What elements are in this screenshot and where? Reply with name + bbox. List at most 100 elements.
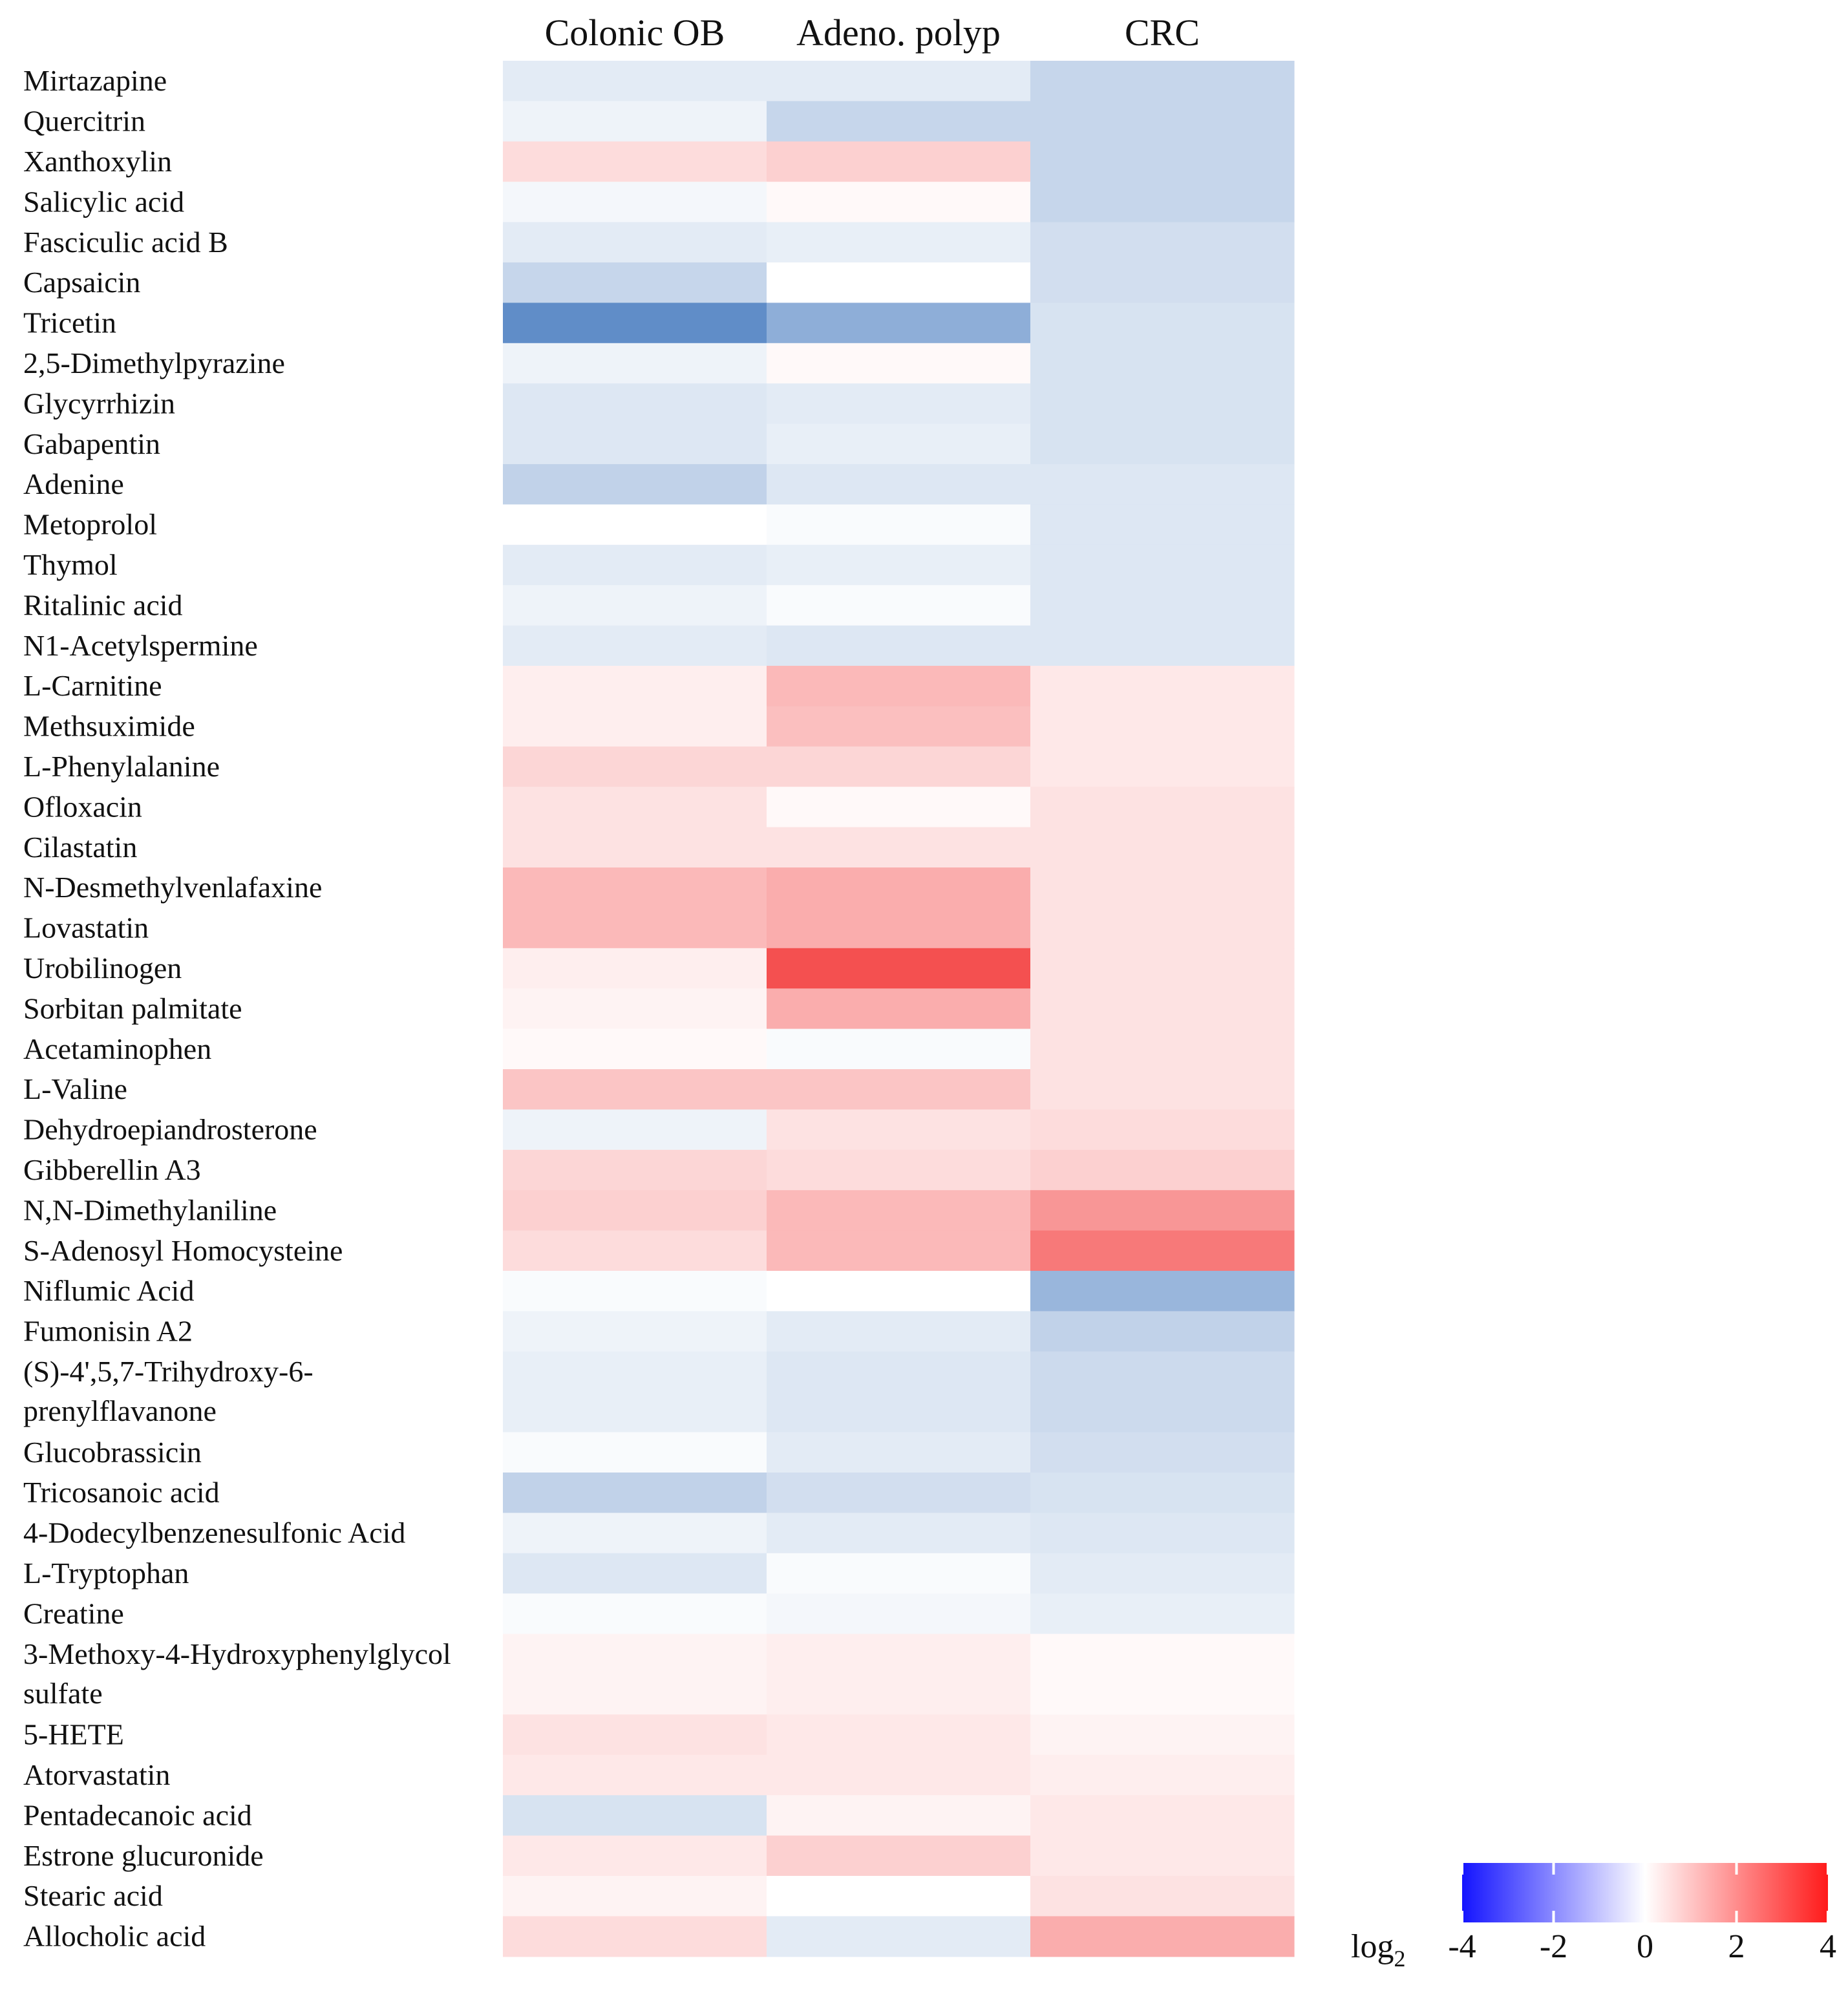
heatmap-cell: [503, 1190, 767, 1231]
heatmap-cell: [1030, 908, 1295, 949]
heatmap-cell: [1030, 787, 1295, 828]
heatmap-cell: [1030, 1069, 1295, 1110]
heatmap-cell: [1030, 1230, 1295, 1271]
heatmap-cell: [1030, 625, 1295, 666]
heatmap-cell: [767, 1149, 1031, 1191]
heatmap-cell: [503, 1069, 767, 1110]
heatmap-cell: [767, 625, 1031, 666]
heatmap-cell: [503, 1109, 767, 1151]
heatmap-cell: [503, 61, 767, 101]
row-label: Dehydroepiandrosterone: [23, 1113, 317, 1146]
heatmap-cell: [767, 262, 1031, 303]
row-label: Glucobrassicin: [23, 1436, 202, 1469]
heatmap-cell: [767, 1311, 1031, 1352]
row-label: Metoprolol: [23, 508, 157, 541]
row-label: Niflumic Acid: [23, 1274, 194, 1307]
heatmap-cell: [767, 101, 1031, 142]
row-label-line: Cilastatin: [23, 831, 137, 864]
row-label-line: Fumonisin A2: [23, 1315, 193, 1348]
heatmap-cell: [767, 585, 1031, 626]
heatmap-cell: [503, 1754, 767, 1796]
heatmap-cell: [767, 343, 1031, 384]
heatmap-cell: [503, 182, 767, 223]
heatmap-cell: [767, 222, 1031, 263]
heatmap-cells: [503, 61, 1295, 1957]
row-label-line: Atorvastatin: [23, 1758, 170, 1791]
heatmap-cell: [503, 423, 767, 465]
row-label-line: Estrone glucuronide: [23, 1839, 264, 1872]
heatmap-cell: [1030, 1351, 1295, 1433]
row-label-line: Xanthoxylin: [23, 145, 172, 178]
heatmap-cell: [503, 948, 767, 989]
heatmap-cell: [1030, 464, 1295, 505]
heatmap-cell: [1030, 1271, 1295, 1312]
row-label: Thymol: [23, 548, 118, 581]
heatmap-cell: [503, 1553, 767, 1594]
row-label: Methsuximide: [23, 710, 195, 743]
heatmap-cell: [1030, 867, 1295, 908]
row-label-line: Tricetin: [23, 306, 116, 339]
heatmap-cell: [1030, 746, 1295, 787]
heatmap-cell: [1030, 343, 1295, 384]
heatmap-cell: [1030, 1916, 1295, 1957]
heatmap-cell: [503, 1149, 767, 1191]
heatmap-cell: [503, 1593, 767, 1635]
row-label-line: Fasciculic acid B: [23, 226, 228, 259]
heatmap-cell: [1030, 262, 1295, 303]
heatmap-cell: [503, 585, 767, 626]
row-label-line: Urobilinogen: [23, 952, 182, 984]
heatmap-cell: [767, 1513, 1031, 1554]
heatmap-cell: [1030, 101, 1295, 142]
row-label-line: Salicylic acid: [23, 185, 184, 218]
heatmap-cell: [1030, 1633, 1295, 1715]
row-label: S-Adenosyl Homocysteine: [23, 1234, 343, 1267]
heatmap-cell: [767, 1754, 1031, 1796]
row-label: Tricetin: [23, 306, 116, 339]
row-label: L-Tryptophan: [23, 1557, 189, 1590]
row-label: Pentadecanoic acid: [23, 1798, 252, 1831]
row-label-line: Ritalinic acid: [23, 588, 183, 621]
row-label: 3-Methoxy-4-Hydroxyphenylglycol sulfate: [23, 1637, 451, 1710]
heatmap-cell: [767, 867, 1031, 908]
row-label: Cilastatin: [23, 831, 137, 864]
heatmap-cell: [503, 706, 767, 747]
row-label: Gibberellin A3: [23, 1153, 201, 1186]
colorbar-title: log2: [1351, 1928, 1405, 1972]
row-label: N1-Acetylspermine: [23, 629, 258, 662]
row-label-line: Adenine: [23, 467, 124, 500]
column-label: Colonic OB: [545, 12, 725, 54]
row-label-line: Acetaminophen: [23, 1032, 211, 1065]
heatmap-cell: [767, 1230, 1031, 1271]
heatmap-cell: [767, 948, 1031, 989]
row-label-line: Glycyrrhizin: [23, 387, 175, 420]
heatmap-cell: [503, 141, 767, 182]
row-label-line: prenylflavanone: [23, 1394, 217, 1427]
row-label: 4-Dodecylbenzenesulfonic Acid: [23, 1516, 405, 1549]
heatmap-cell: [767, 1876, 1031, 1917]
row-label: N,N-Dimethylaniline: [23, 1193, 277, 1226]
row-label-line: Capsaicin: [23, 266, 140, 299]
heatmap-cell: [767, 182, 1031, 223]
row-label: Urobilinogen: [23, 952, 182, 984]
heatmap-cell: [503, 1028, 767, 1070]
row-label-line: sulfate: [23, 1677, 103, 1710]
row-label-line: 2,5-Dimethylpyrazine: [23, 346, 285, 379]
heatmap-cell: [1030, 1553, 1295, 1594]
heatmap-cell: [1030, 1593, 1295, 1635]
row-label-line: L-Tryptophan: [23, 1557, 189, 1590]
heatmap-cell: [503, 827, 767, 868]
heatmap-cell: [767, 544, 1031, 586]
heatmap-cell: [1030, 1513, 1295, 1554]
heatmap-cell: [503, 464, 767, 505]
heatmap-cell: [1030, 988, 1295, 1030]
row-label: Sorbitan palmitate: [23, 992, 242, 1025]
heatmap-cell: [1030, 1028, 1295, 1070]
heatmap-cell: [767, 1432, 1031, 1473]
heatmap-cell: [503, 343, 767, 384]
heatmap-cell: [767, 383, 1031, 425]
row-label-line: (S)-4',5,7-Trihydroxy-6-: [23, 1355, 313, 1388]
heatmap-cell: [503, 625, 767, 666]
row-label-line: 4-Dodecylbenzenesulfonic Acid: [23, 1516, 405, 1549]
row-label: Glycyrrhizin: [23, 387, 175, 420]
heatmap-cell: [503, 908, 767, 949]
